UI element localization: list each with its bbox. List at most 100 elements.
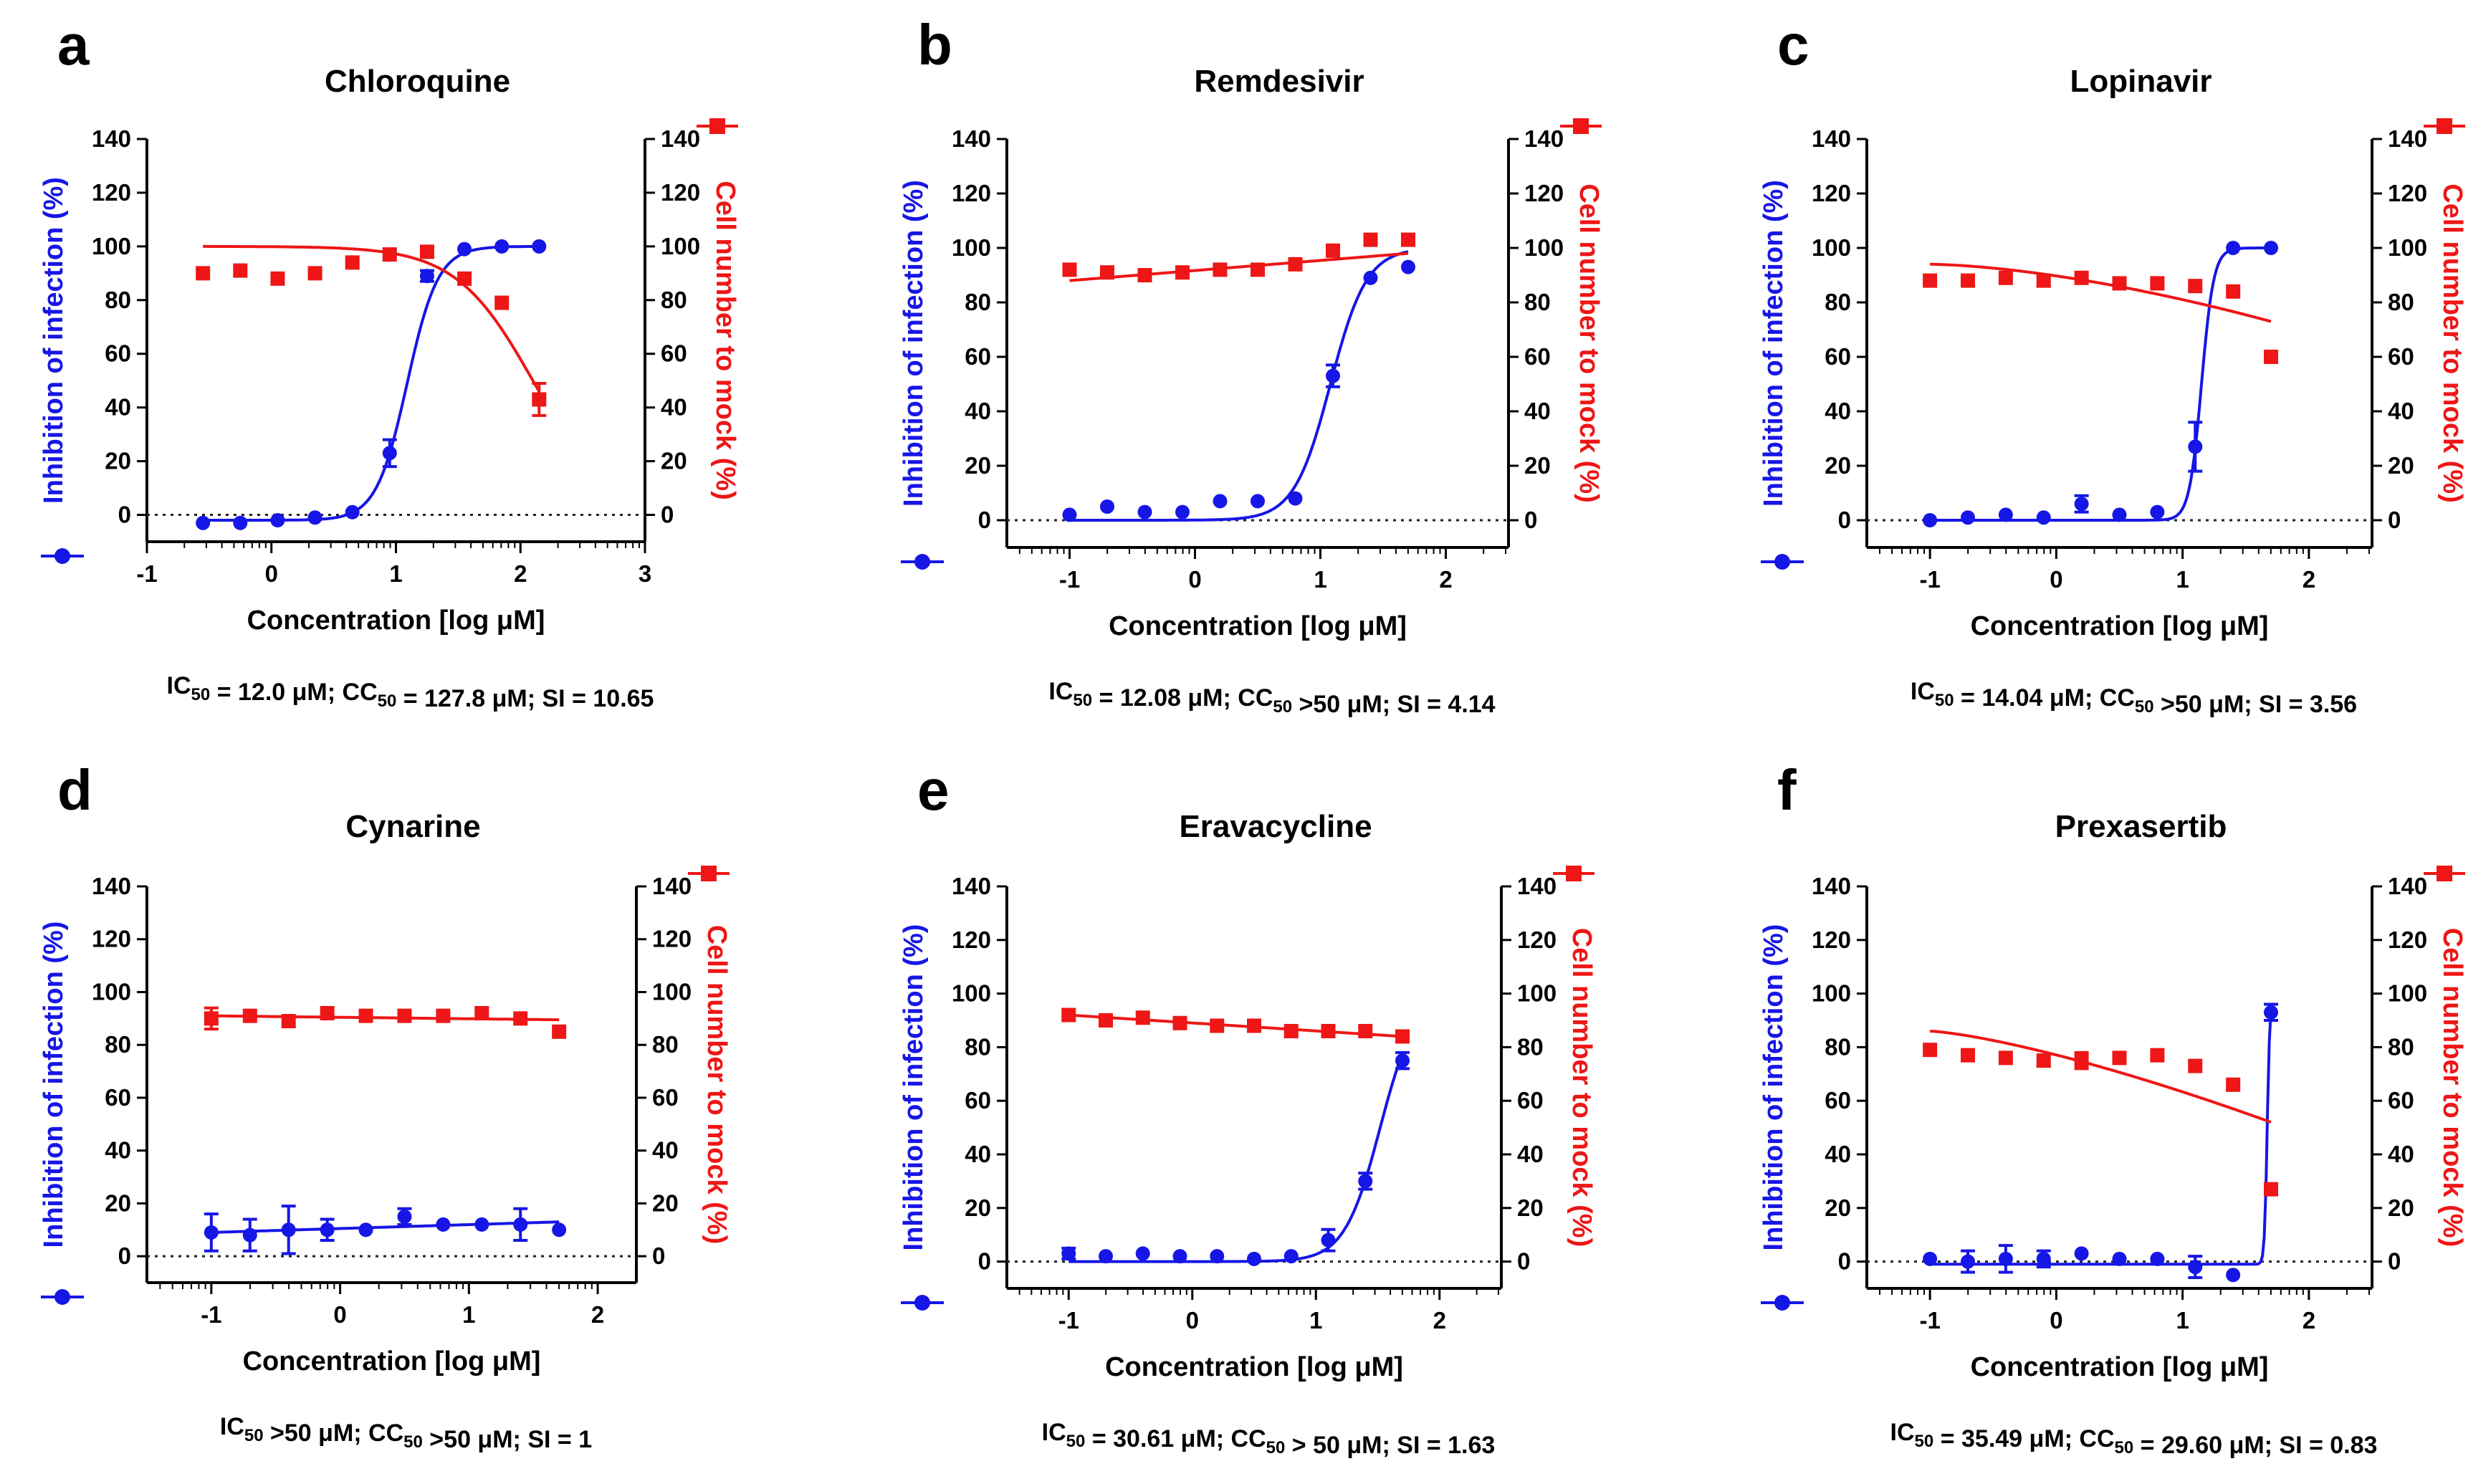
y-tick-label-right: 40 bbox=[1524, 398, 1551, 424]
data-point-cell-number bbox=[513, 1011, 528, 1026]
legend-marker-inhibition bbox=[1774, 1295, 1790, 1311]
data-point-cell-number bbox=[2226, 1077, 2241, 1092]
y-tick-label-left: 120 bbox=[1812, 927, 1851, 953]
data-point-inhibition bbox=[1288, 491, 1303, 506]
chart-title: Cynarine bbox=[345, 809, 480, 844]
data-point-cell-number bbox=[2188, 279, 2203, 294]
y-tick-label-right: 100 bbox=[1517, 980, 1557, 1007]
data-point-inhibition bbox=[513, 1217, 528, 1232]
x-tick-label: 0 bbox=[333, 1301, 346, 1328]
y-tick-label-right: 140 bbox=[652, 873, 692, 899]
x-axis-label: Concentration [log μM] bbox=[247, 605, 545, 636]
x-tick-label: 2 bbox=[1439, 566, 1452, 593]
stats-segment: IC bbox=[1048, 678, 1073, 705]
data-point-inhibition bbox=[2074, 1246, 2089, 1261]
y-tick-label-left: 0 bbox=[978, 507, 991, 533]
fit-curve-cell-number bbox=[1930, 1030, 2272, 1124]
data-point-inhibition bbox=[436, 1217, 451, 1232]
y-tick-label-left: 60 bbox=[1825, 1087, 1851, 1114]
y-tick-label-left: 140 bbox=[92, 873, 131, 899]
data-point-inhibition bbox=[204, 1225, 219, 1240]
data-point-cell-number bbox=[1283, 1023, 1299, 1038]
data-point-cell-number bbox=[2150, 276, 2165, 291]
data-point-inhibition bbox=[1213, 494, 1228, 509]
y-tick-label-right: 120 bbox=[652, 926, 692, 952]
data-point-inhibition bbox=[1175, 504, 1190, 520]
data-point-inhibition bbox=[1099, 1249, 1113, 1264]
data-point-cell-number bbox=[2036, 1053, 2051, 1068]
y-tick-label-left: 40 bbox=[965, 398, 991, 424]
data-point-cell-number bbox=[397, 1008, 412, 1023]
data-point-cell-number bbox=[1251, 262, 1265, 277]
y-tick-label-left: 0 bbox=[118, 1243, 131, 1269]
data-point-cell-number bbox=[1288, 257, 1303, 272]
y-tick-label-left: 100 bbox=[1812, 980, 1851, 1007]
y-tick-label-right: 40 bbox=[1517, 1141, 1544, 1167]
y-tick-label-left: 100 bbox=[952, 234, 991, 261]
fit-curve-inhibition bbox=[1930, 1009, 2272, 1266]
y-tick-label-right: 60 bbox=[1524, 343, 1551, 370]
stats-text: IC50 >50 μM; CC50 >50 μM; SI = 1 bbox=[220, 1413, 592, 1453]
data-point-inhibition bbox=[1363, 270, 1378, 285]
stats-subscript: 50 bbox=[1935, 691, 1954, 710]
stats-subscript: 50 bbox=[1066, 1432, 1086, 1451]
stats-segment: = 14.04 μM; CC bbox=[1954, 684, 2135, 712]
y-tick-label-left: 40 bbox=[965, 1141, 991, 1167]
y-tick-label-right: 120 bbox=[1517, 927, 1557, 953]
data-point-cell-number bbox=[1100, 265, 1114, 280]
y-tick-label-left: 60 bbox=[965, 343, 991, 370]
y-tick-label-left: 120 bbox=[92, 926, 131, 952]
data-point-cell-number bbox=[1135, 1010, 1150, 1025]
stats-subscript: 50 bbox=[1915, 1432, 1934, 1451]
y-tick-label-left: 100 bbox=[92, 233, 131, 259]
stats-subscript: 50 bbox=[191, 685, 211, 704]
data-point-cell-number bbox=[552, 1024, 567, 1039]
y-tick-label-left: 100 bbox=[92, 978, 131, 1005]
data-point-cell-number bbox=[270, 271, 285, 286]
y-tick-label-right: 60 bbox=[652, 1084, 679, 1111]
stats-segment: IC bbox=[1911, 678, 1935, 705]
data-point-cell-number bbox=[1961, 1048, 1975, 1063]
y-axis-label-left: Inhibition of infection (%) bbox=[899, 924, 929, 1251]
fit-curve-inhibition bbox=[1068, 1053, 1404, 1263]
legend-marker-cell-number bbox=[2437, 866, 2452, 881]
data-point-cell-number bbox=[1395, 1029, 1410, 1044]
x-tick-label: 1 bbox=[462, 1301, 475, 1328]
data-point-cell-number bbox=[1172, 1015, 1187, 1030]
data-point-inhibition bbox=[2112, 507, 2127, 522]
legend-marker-inhibition bbox=[914, 554, 930, 570]
y-tick-label-right: 0 bbox=[661, 502, 674, 528]
data-point-cell-number bbox=[345, 255, 360, 270]
y-tick-label-left: 0 bbox=[1838, 1248, 1851, 1275]
x-tick-label: 2 bbox=[514, 560, 527, 587]
data-point-cell-number bbox=[242, 1008, 257, 1023]
legend-marker-cell-number bbox=[1573, 118, 1589, 134]
y-tick-label-right: 140 bbox=[2388, 873, 2427, 899]
stats-segment: IC bbox=[220, 1413, 244, 1440]
data-point-inhibition bbox=[1401, 259, 1415, 274]
y-tick-label-left: 140 bbox=[1812, 125, 1851, 152]
data-point-cell-number bbox=[307, 266, 322, 281]
y-tick-label-right: 80 bbox=[652, 1031, 679, 1058]
data-point-cell-number bbox=[233, 263, 248, 278]
y-axis-label-right: Cell number to mock (%) bbox=[702, 925, 732, 1245]
stats-segment: = 12.0 μM; CC bbox=[210, 679, 377, 706]
x-axis-label: Concentration [log μM] bbox=[1105, 1352, 1403, 1382]
stats-text: IC50 = 35.49 μM; CC50 = 29.60 μM; SI = 0… bbox=[1890, 1419, 2378, 1459]
data-point-inhibition bbox=[474, 1217, 489, 1232]
data-point-inhibition bbox=[1395, 1053, 1410, 1068]
stats-segment: >50 μM; SI = 1 bbox=[423, 1426, 592, 1453]
y-axis-label-right: Cell number to mock (%) bbox=[1567, 928, 1597, 1248]
y-tick-label-right: 120 bbox=[2388, 927, 2427, 953]
y-tick-label-left: 80 bbox=[105, 1031, 131, 1058]
data-point-cell-number bbox=[382, 247, 397, 262]
data-point-inhibition bbox=[2226, 241, 2241, 255]
data-point-cell-number bbox=[1923, 1043, 1938, 1058]
y-tick-label-right: 140 bbox=[1517, 873, 1557, 899]
y-tick-label-left: 120 bbox=[952, 927, 991, 953]
y-tick-label-right: 80 bbox=[1524, 289, 1551, 315]
data-point-inhibition bbox=[2226, 1268, 2241, 1283]
